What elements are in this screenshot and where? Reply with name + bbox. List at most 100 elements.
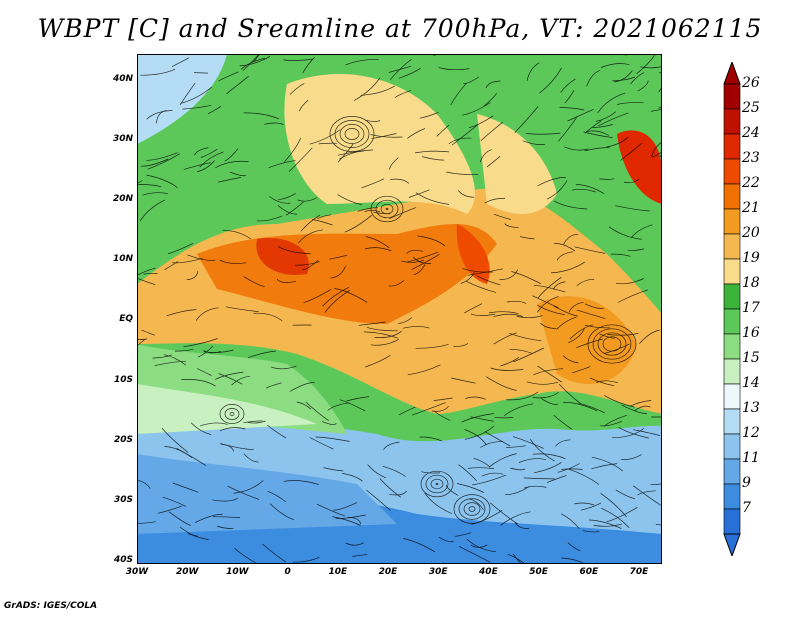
streamline <box>181 379 216 387</box>
streamline <box>458 464 478 482</box>
streamline <box>598 112 629 127</box>
streamline <box>639 329 660 344</box>
streamline <box>183 338 218 348</box>
streamline <box>398 67 421 79</box>
streamline <box>203 350 221 354</box>
streamline <box>421 156 445 161</box>
streamline <box>224 148 239 162</box>
vortex-ring <box>344 128 360 140</box>
streamline <box>278 193 296 201</box>
streamline <box>399 406 416 416</box>
streamline <box>583 131 613 139</box>
colorbar-label: 23 <box>742 150 760 166</box>
vortex-ring <box>602 336 622 352</box>
streamline <box>322 421 337 425</box>
streamline <box>472 474 507 486</box>
streamline <box>510 467 526 471</box>
streamline <box>593 523 623 527</box>
streamline <box>504 223 519 228</box>
streamline <box>388 280 405 287</box>
streamline <box>464 303 483 314</box>
streamline <box>574 502 595 506</box>
streamline <box>536 296 559 313</box>
streamline <box>370 134 403 138</box>
lat-label: 40N <box>112 74 133 84</box>
streamline <box>451 124 478 146</box>
streamline <box>296 401 312 410</box>
streamline <box>193 72 209 74</box>
streamline <box>550 261 585 274</box>
colorbar-swatch <box>723 458 741 485</box>
colorbar-swatch <box>723 133 741 160</box>
streamline <box>600 63 630 68</box>
streamline <box>525 132 561 135</box>
colorbar-swatch <box>723 83 741 110</box>
streamline <box>219 259 247 264</box>
streamline <box>298 99 309 112</box>
streamline <box>524 485 547 489</box>
lat-label: 30S <box>113 494 133 505</box>
streamline <box>445 484 459 496</box>
lon-label: 10E <box>328 567 348 577</box>
streamline <box>532 453 566 460</box>
streamline <box>640 66 662 69</box>
lon-label: 20E <box>378 567 398 577</box>
streamline <box>468 498 484 511</box>
streamline <box>166 309 197 317</box>
streamline <box>630 72 645 85</box>
vortex-ring <box>375 199 399 219</box>
streamline <box>438 67 470 71</box>
streamline <box>390 59 412 80</box>
streamline <box>137 479 151 489</box>
streamline <box>537 365 562 383</box>
streamline <box>512 553 523 564</box>
streamline <box>483 93 497 107</box>
streamline <box>627 248 644 251</box>
streamline <box>546 180 568 200</box>
streamline <box>277 205 298 215</box>
streamline <box>658 105 662 109</box>
streamline <box>558 383 581 404</box>
streamline <box>457 190 475 198</box>
streamline <box>604 395 635 408</box>
vortex-ring <box>453 494 491 524</box>
pale-green-sw <box>137 384 317 434</box>
streamline <box>557 463 580 473</box>
streamline <box>401 259 425 263</box>
colorbar-label: 7 <box>742 500 751 516</box>
streamline <box>243 112 280 120</box>
streamline <box>365 119 381 122</box>
streamline <box>438 536 454 543</box>
streamline <box>454 532 472 537</box>
streamline <box>196 368 212 376</box>
streamline <box>600 420 623 427</box>
lat-label: 10N <box>112 254 133 265</box>
streamline <box>563 233 579 245</box>
streamline <box>658 87 662 93</box>
streamline <box>270 365 297 370</box>
streamline <box>302 260 319 271</box>
streamline <box>157 505 182 514</box>
streamline <box>572 188 596 193</box>
streamline <box>187 533 209 540</box>
streamline <box>295 261 320 266</box>
streamline <box>516 315 543 318</box>
lat-label: 20N <box>112 194 133 205</box>
colorbar-label: 16 <box>742 325 760 341</box>
streamline <box>561 557 586 564</box>
streamline <box>289 83 305 95</box>
colorbar-swatch <box>723 433 741 460</box>
streamline <box>358 321 386 326</box>
colorbar-top-arrow <box>723 62 741 85</box>
streamline <box>330 266 346 279</box>
streamline <box>363 331 399 339</box>
streamline <box>309 437 334 450</box>
streamline <box>537 177 566 187</box>
streamline <box>229 171 246 177</box>
streamline <box>591 456 624 472</box>
streamline <box>507 553 526 564</box>
colorbar-label: 9 <box>742 475 751 491</box>
streamline <box>467 467 495 469</box>
streamline <box>403 538 435 553</box>
hot-spot-east <box>456 224 490 284</box>
